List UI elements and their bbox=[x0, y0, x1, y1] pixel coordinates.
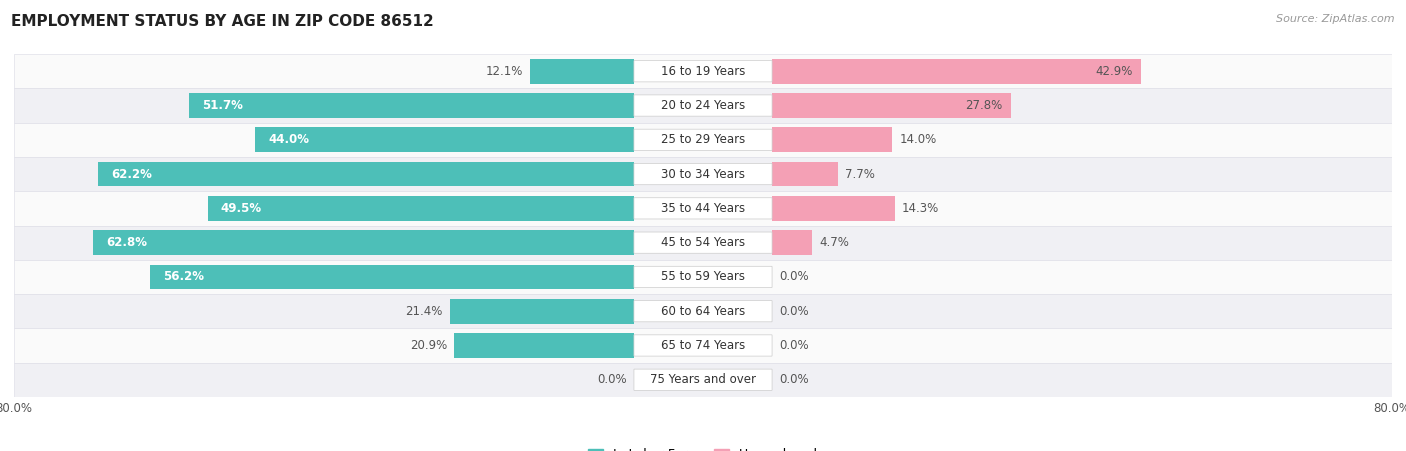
Text: 44.0%: 44.0% bbox=[269, 133, 309, 146]
Text: 0.0%: 0.0% bbox=[779, 339, 808, 352]
Bar bbox=[772, 59, 1142, 83]
Bar bbox=[772, 230, 813, 255]
Bar bbox=[450, 299, 634, 323]
FancyBboxPatch shape bbox=[14, 123, 1392, 157]
Bar bbox=[150, 265, 634, 289]
Text: 25 to 29 Years: 25 to 29 Years bbox=[661, 133, 745, 146]
Text: 0.0%: 0.0% bbox=[779, 305, 808, 318]
Text: 20 to 24 Years: 20 to 24 Years bbox=[661, 99, 745, 112]
Text: 75 Years and over: 75 Years and over bbox=[650, 373, 756, 386]
Text: 4.7%: 4.7% bbox=[820, 236, 849, 249]
Bar bbox=[188, 93, 634, 118]
Bar bbox=[772, 196, 896, 221]
FancyBboxPatch shape bbox=[14, 88, 1392, 123]
Text: 45 to 54 Years: 45 to 54 Years bbox=[661, 236, 745, 249]
Bar bbox=[772, 128, 893, 152]
FancyBboxPatch shape bbox=[14, 191, 1392, 226]
Bar bbox=[454, 333, 634, 358]
FancyBboxPatch shape bbox=[634, 300, 772, 322]
Text: 16 to 19 Years: 16 to 19 Years bbox=[661, 65, 745, 78]
Bar bbox=[98, 162, 634, 186]
FancyBboxPatch shape bbox=[634, 335, 772, 356]
Text: 56.2%: 56.2% bbox=[163, 271, 204, 283]
FancyBboxPatch shape bbox=[634, 95, 772, 116]
Text: 27.8%: 27.8% bbox=[966, 99, 1002, 112]
FancyBboxPatch shape bbox=[14, 363, 1392, 397]
FancyBboxPatch shape bbox=[634, 369, 772, 391]
Text: 60 to 64 Years: 60 to 64 Years bbox=[661, 305, 745, 318]
FancyBboxPatch shape bbox=[634, 198, 772, 219]
FancyBboxPatch shape bbox=[634, 129, 772, 151]
Text: 0.0%: 0.0% bbox=[779, 373, 808, 386]
Text: 65 to 74 Years: 65 to 74 Years bbox=[661, 339, 745, 352]
Text: EMPLOYMENT STATUS BY AGE IN ZIP CODE 86512: EMPLOYMENT STATUS BY AGE IN ZIP CODE 865… bbox=[11, 14, 434, 28]
Text: 20.9%: 20.9% bbox=[411, 339, 447, 352]
Bar bbox=[772, 162, 838, 186]
FancyBboxPatch shape bbox=[14, 226, 1392, 260]
Text: 14.0%: 14.0% bbox=[900, 133, 936, 146]
FancyBboxPatch shape bbox=[14, 157, 1392, 191]
Bar bbox=[530, 59, 634, 83]
FancyBboxPatch shape bbox=[14, 260, 1392, 294]
Text: 0.0%: 0.0% bbox=[598, 373, 627, 386]
Text: 51.7%: 51.7% bbox=[202, 99, 243, 112]
Text: 62.2%: 62.2% bbox=[111, 168, 152, 180]
Text: 7.7%: 7.7% bbox=[845, 168, 875, 180]
Bar bbox=[772, 93, 1011, 118]
Bar bbox=[256, 128, 634, 152]
Text: 0.0%: 0.0% bbox=[779, 271, 808, 283]
Text: 30 to 34 Years: 30 to 34 Years bbox=[661, 168, 745, 180]
FancyBboxPatch shape bbox=[634, 60, 772, 82]
FancyBboxPatch shape bbox=[634, 163, 772, 185]
FancyBboxPatch shape bbox=[634, 232, 772, 253]
Text: 55 to 59 Years: 55 to 59 Years bbox=[661, 271, 745, 283]
Text: 12.1%: 12.1% bbox=[485, 65, 523, 78]
Text: 35 to 44 Years: 35 to 44 Years bbox=[661, 202, 745, 215]
FancyBboxPatch shape bbox=[14, 54, 1392, 88]
Bar bbox=[93, 230, 634, 255]
Legend: In Labor Force, Unemployed: In Labor Force, Unemployed bbox=[583, 443, 823, 451]
FancyBboxPatch shape bbox=[634, 266, 772, 288]
Text: 21.4%: 21.4% bbox=[405, 305, 443, 318]
Text: 62.8%: 62.8% bbox=[107, 236, 148, 249]
FancyBboxPatch shape bbox=[14, 328, 1392, 363]
Text: Source: ZipAtlas.com: Source: ZipAtlas.com bbox=[1277, 14, 1395, 23]
FancyBboxPatch shape bbox=[14, 294, 1392, 328]
Bar bbox=[208, 196, 634, 221]
Text: 42.9%: 42.9% bbox=[1095, 65, 1133, 78]
Text: 49.5%: 49.5% bbox=[221, 202, 262, 215]
Text: 14.3%: 14.3% bbox=[901, 202, 939, 215]
